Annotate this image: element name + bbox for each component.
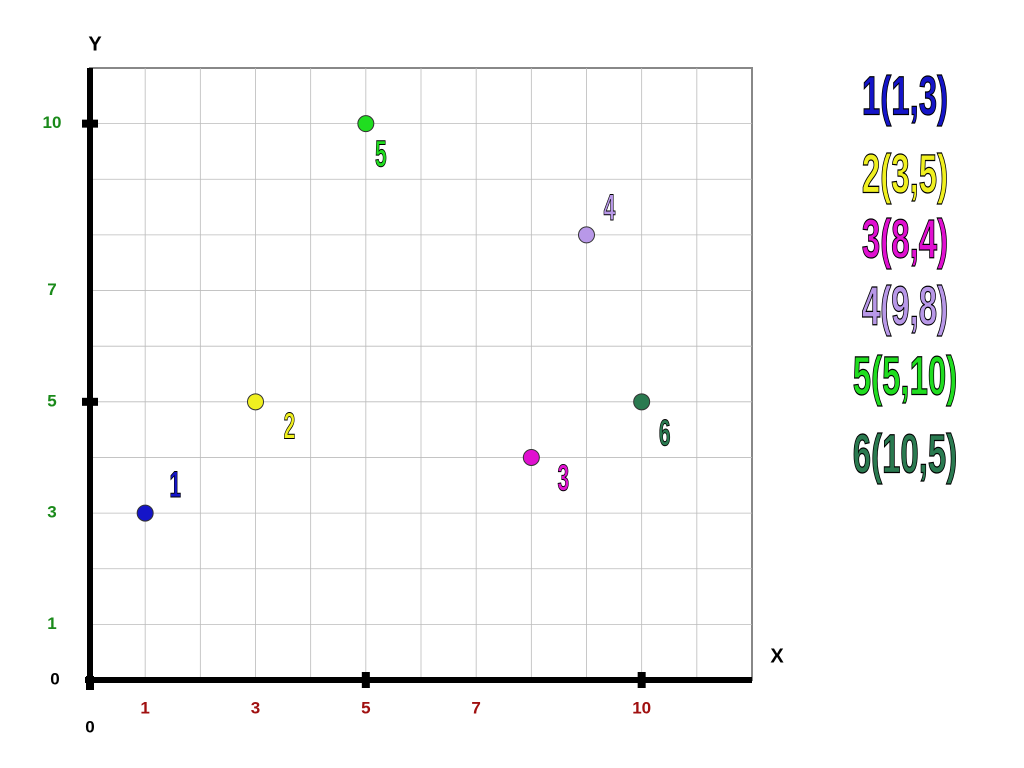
x-tick-label: 0 — [85, 717, 94, 736]
point-label: 4 — [604, 187, 616, 229]
y-tick-label: 0 — [50, 669, 59, 688]
point — [522, 448, 540, 466]
legend-entry: 5(5,10) — [853, 345, 958, 407]
point — [247, 393, 264, 411]
point-label: 6 — [659, 412, 671, 454]
point-label: 3 — [557, 457, 569, 499]
x-tick-label: 5 — [361, 698, 370, 717]
y-tick-label: 3 — [47, 503, 56, 522]
x-tick-label: 10 — [632, 698, 651, 717]
legend-entry: 6(10,5) — [853, 423, 958, 485]
point-label: 2 — [284, 405, 296, 447]
point — [136, 504, 154, 522]
y-tick-label: 1 — [47, 614, 56, 633]
point-label: 5 — [375, 133, 387, 175]
y-tick-label: 10 — [43, 113, 62, 132]
x-tick-label: 7 — [471, 698, 480, 717]
y-tick-mark — [82, 119, 98, 128]
legend-entry: 1(1,3) — [862, 65, 948, 127]
point — [578, 226, 595, 244]
x-tick-label: 3 — [251, 698, 260, 717]
legend-entry: 4(9,8) — [862, 275, 948, 337]
y-tick-mark — [82, 397, 98, 406]
y-axis-title: Y — [88, 33, 102, 55]
point — [633, 393, 651, 411]
point-label: 1 — [169, 464, 181, 506]
x-tick-mark — [637, 672, 646, 688]
x-tick-label: 1 — [140, 698, 149, 717]
legend-entry: 3(8,4) — [862, 208, 948, 270]
point — [357, 115, 375, 133]
x-axis-title: X — [770, 645, 784, 667]
y-tick-label: 5 — [47, 391, 56, 410]
y-tick-label: 7 — [47, 280, 56, 299]
x-tick-mark — [361, 672, 370, 688]
x-tick-mark — [86, 676, 94, 690]
legend-entry: 2(3,5) — [862, 143, 948, 205]
